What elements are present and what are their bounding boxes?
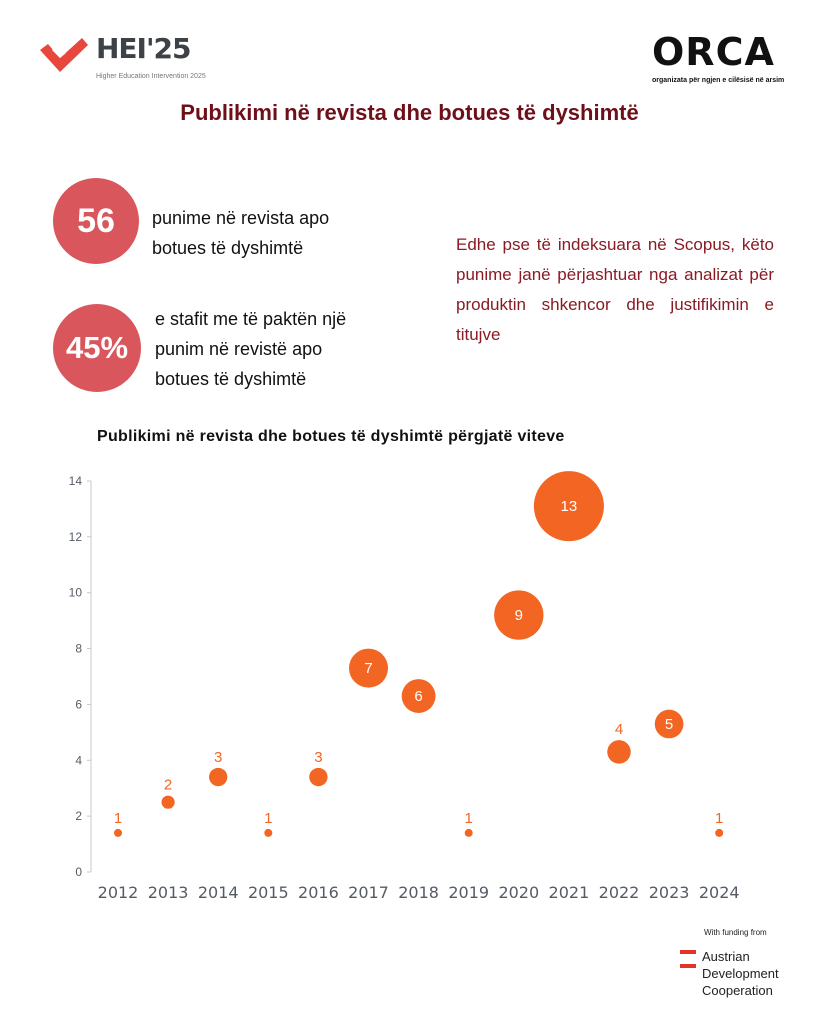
page-title: Publikimi në revista dhe botues të dyshi…	[180, 100, 639, 125]
y-tick-label: 2	[75, 809, 82, 823]
x-tick-label: 2023	[649, 883, 690, 902]
bubble-2019	[464, 828, 473, 837]
x-tick-label: 2013	[148, 883, 189, 902]
y-tick-label: 0	[75, 865, 82, 879]
x-tick-label: 2020	[498, 883, 539, 902]
y-tick-label: 10	[69, 586, 83, 600]
x-tick-label: 2015	[248, 883, 289, 902]
x-tick-label: 2016	[298, 883, 339, 902]
chart-title: Publikimi në revista dhe botues të dyshi…	[97, 428, 565, 445]
stat-line: e stafit me të paktën një	[155, 309, 347, 329]
bubble-2022	[607, 740, 631, 764]
bubble-label-2016: 3	[314, 749, 322, 766]
x-tick-label: 2014	[198, 883, 239, 902]
x-tick-label: 2017	[348, 883, 389, 902]
y-tick-label: 14	[69, 474, 83, 488]
stat-line: punim në revistë apo	[155, 339, 323, 359]
bubble-2015	[264, 828, 273, 837]
bubble-2014	[209, 767, 228, 787]
stat-line: botues të dyshimtë	[152, 238, 304, 258]
bubble-2024	[715, 828, 724, 837]
y-tick-label: 12	[69, 530, 83, 544]
bubble-label-2024: 1	[715, 810, 723, 827]
bubble-label-2014: 3	[214, 749, 222, 766]
stat-line: punime në revista apo	[152, 208, 330, 228]
scopus-note: Edhe pse të indeksuara në Scopus, këto p…	[456, 235, 774, 344]
bubble-2017	[349, 648, 388, 688]
orca-logo-text: ORCA	[652, 30, 775, 74]
bubble-label-2022: 4	[615, 721, 623, 738]
stat-text-staff: e stafit me të paktën një punim në revis…	[155, 304, 346, 394]
stat-line: botues të dyshimtë	[155, 369, 307, 389]
bubble-label-2019: 1	[465, 810, 473, 827]
stat-circle-papers: 56	[53, 178, 139, 264]
x-tick-label: 2012	[98, 883, 139, 902]
stat-text-papers: punime në revista apo botues të dyshimtë	[152, 203, 329, 263]
bubble-2016	[309, 767, 328, 787]
bubble-chart: 0246810121420121201322014320151201632017…	[69, 471, 740, 902]
x-tick-label: 2019	[448, 883, 489, 902]
bubble-label-2020: 9	[515, 607, 523, 624]
x-tick-label: 2021	[549, 883, 590, 902]
bubble-label-2013: 2	[164, 777, 172, 794]
bubble-label-2015: 1	[264, 810, 272, 827]
austria-flag-icon	[680, 950, 696, 971]
funding-name-line: Austrian	[702, 949, 750, 964]
bubble-label-2017: 7	[364, 660, 372, 677]
orca-logo: ORCA organizata për ngjen e cilësisë në …	[652, 30, 785, 85]
bubble-2023	[654, 709, 684, 739]
bubble-2018	[401, 679, 436, 713]
bubble-2021	[533, 471, 604, 542]
bubble-2012	[114, 828, 122, 837]
y-tick-label: 4	[75, 753, 82, 767]
funding-name: Austrian Development Cooperation	[702, 948, 819, 999]
hei-logo-subtitle: Higher Education Intervention 2025	[96, 73, 206, 80]
y-tick-label: 6	[75, 697, 82, 711]
x-tick-label: 2024	[699, 883, 740, 902]
y-tick-label: 8	[75, 642, 82, 656]
bubble-label-2021: 13	[561, 498, 578, 515]
orca-logo-subtitle: organizata për ngjen e cilësisë në arsim	[652, 77, 785, 84]
bubble-label-2012: 1	[114, 810, 122, 827]
hei-logo: HEI'25 Higher Education Intervention 202…	[38, 34, 208, 86]
x-tick-label: 2018	[398, 883, 439, 902]
bubble-2013	[161, 795, 175, 809]
bubble-label-2018: 6	[414, 688, 422, 705]
stat-circle-staff: 45%	[53, 304, 141, 392]
funding-name-line: Cooperation	[702, 983, 773, 998]
bubble-2020	[494, 590, 544, 640]
bubble-label-2023: 5	[665, 716, 673, 733]
funding-name-line: Development	[702, 966, 779, 981]
funding-label: With funding from	[704, 928, 767, 937]
x-tick-label: 2022	[599, 883, 640, 902]
hei-logo-text: HEI'25	[96, 32, 192, 65]
hei-mark-icon	[40, 38, 88, 72]
